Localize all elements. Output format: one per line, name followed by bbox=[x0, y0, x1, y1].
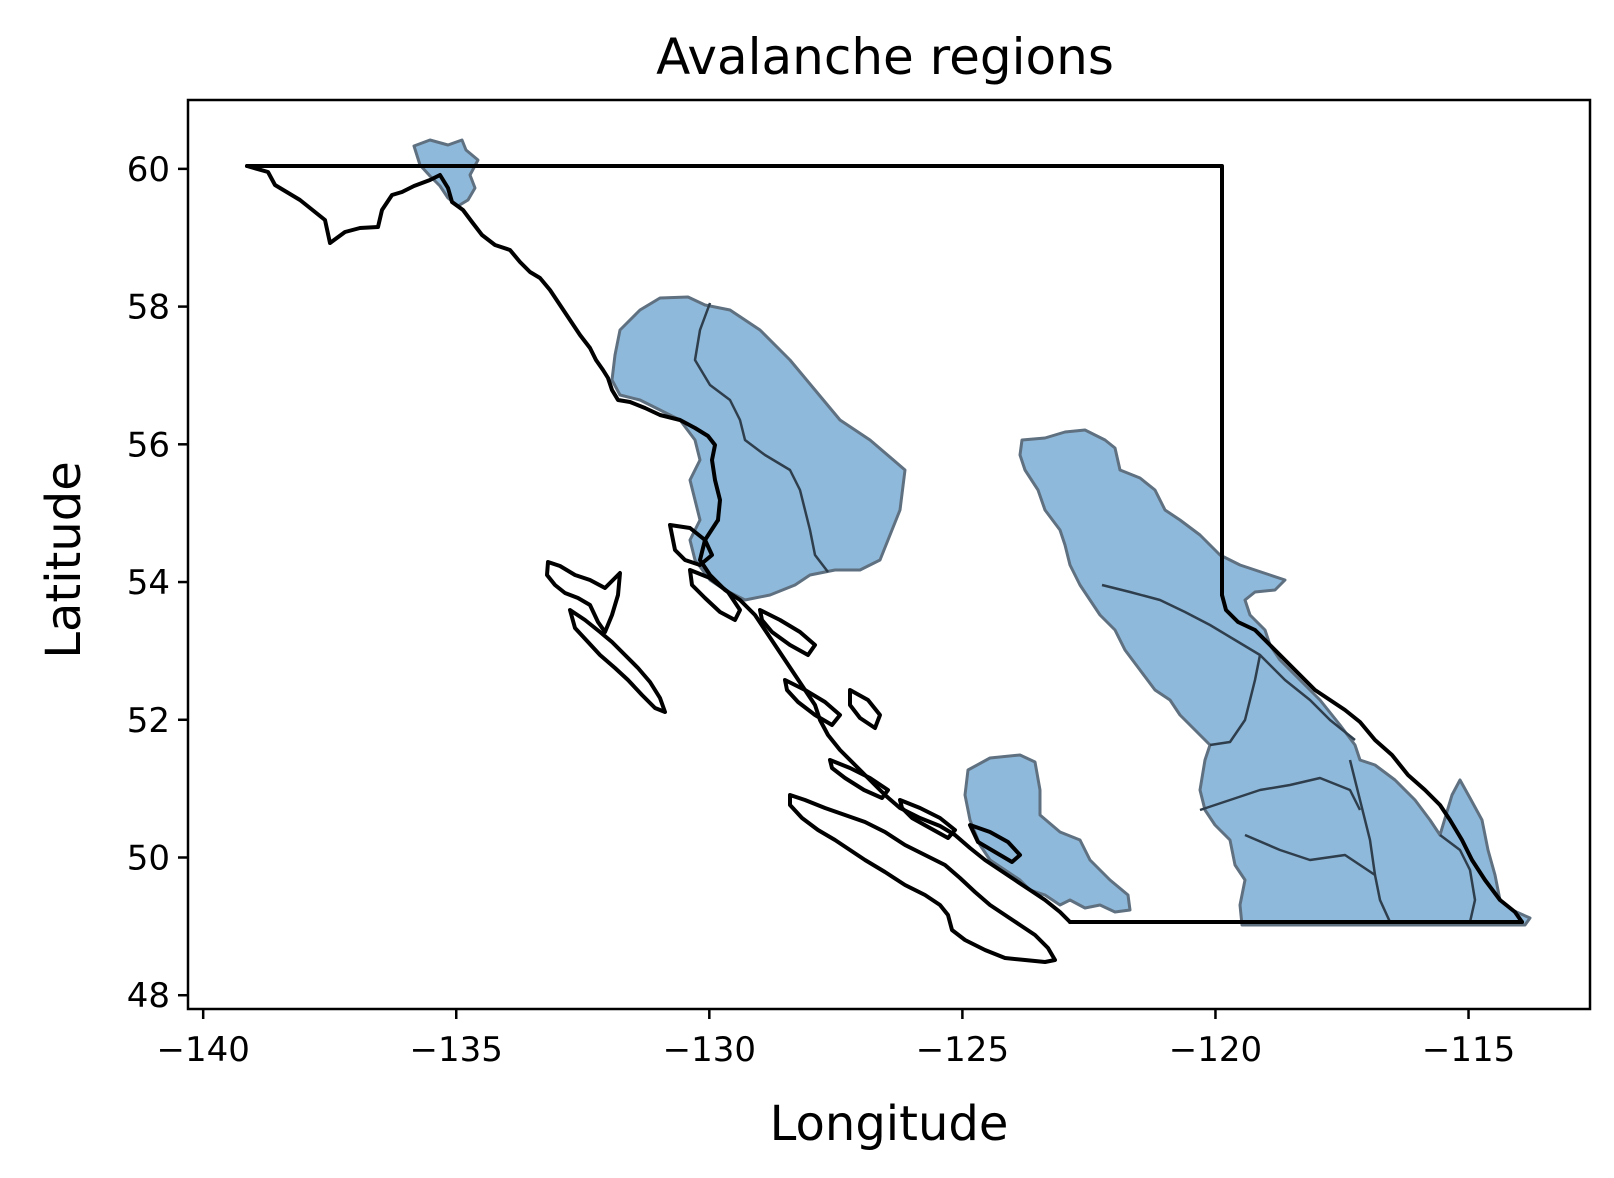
x-tick-label: −140 bbox=[156, 1030, 249, 1070]
x-tick-label: −130 bbox=[663, 1030, 756, 1070]
inner-coastline bbox=[698, 518, 1072, 924]
coastal-island bbox=[848, 688, 882, 730]
coastal-island bbox=[783, 678, 842, 727]
region-northwest bbox=[412, 138, 480, 208]
vancouver-island bbox=[788, 793, 1057, 964]
coastal-island bbox=[688, 568, 742, 622]
region-interior bbox=[1018, 428, 1532, 927]
y-tick-label: 50 bbox=[127, 839, 170, 879]
region-division-lines bbox=[693, 302, 1477, 923]
avalanche-regions bbox=[412, 138, 1532, 927]
east-boundary-line bbox=[1220, 593, 1524, 924]
axes-frame bbox=[186, 98, 1592, 1011]
y-tick-label: 56 bbox=[127, 425, 170, 465]
islands bbox=[545, 523, 1057, 964]
x-axis-label: Longitude bbox=[770, 1096, 1009, 1152]
y-tick-label: 52 bbox=[127, 701, 170, 741]
x-axis-ticks: −140 −135 −130 −125 −120 −115 bbox=[156, 1009, 1515, 1070]
plot-area bbox=[245, 138, 1532, 964]
boundary-lines bbox=[245, 164, 1524, 924]
coastal-island bbox=[668, 523, 714, 567]
x-tick-label: −125 bbox=[916, 1030, 1009, 1070]
y-axis-ticks: 48 50 52 54 56 58 60 bbox=[127, 150, 188, 1016]
region-division-line bbox=[1259, 654, 1356, 741]
region-division-line bbox=[1439, 834, 1477, 923]
coastal-island bbox=[828, 758, 890, 800]
haida-gwaii-south-island bbox=[568, 608, 667, 714]
axes: −140 −135 −130 −125 −120 −115 48 50 52 54 56 58 60 bbox=[127, 98, 1592, 1070]
x-tick-label: −120 bbox=[1169, 1030, 1262, 1070]
coastal-island bbox=[968, 823, 1022, 864]
coastal-island bbox=[898, 798, 957, 840]
y-tick-label: 58 bbox=[127, 288, 170, 328]
region-division-line bbox=[1244, 833, 1392, 923]
x-tick-label: −115 bbox=[1422, 1030, 1515, 1070]
x-tick-label: −135 bbox=[410, 1030, 503, 1070]
region-northwest-coast bbox=[610, 295, 907, 602]
region-division-line bbox=[1199, 776, 1362, 812]
northwest-boundary-line bbox=[245, 164, 722, 522]
coastal-island bbox=[758, 608, 817, 657]
y-tick-label: 54 bbox=[127, 563, 170, 603]
region-south-coast-inland bbox=[963, 753, 1132, 914]
north-border-line bbox=[245, 164, 1224, 597]
chart-title: Avalanche regions bbox=[656, 28, 1114, 86]
haida-gwaii-north-island bbox=[545, 560, 622, 634]
y-tick-label: 60 bbox=[127, 150, 170, 190]
region-division-line bbox=[693, 302, 829, 573]
y-tick-label: 48 bbox=[127, 976, 170, 1016]
region-division-line bbox=[1101, 583, 1262, 747]
y-axis-label: Latitude bbox=[36, 461, 92, 659]
region-division-line bbox=[1348, 759, 1377, 876]
